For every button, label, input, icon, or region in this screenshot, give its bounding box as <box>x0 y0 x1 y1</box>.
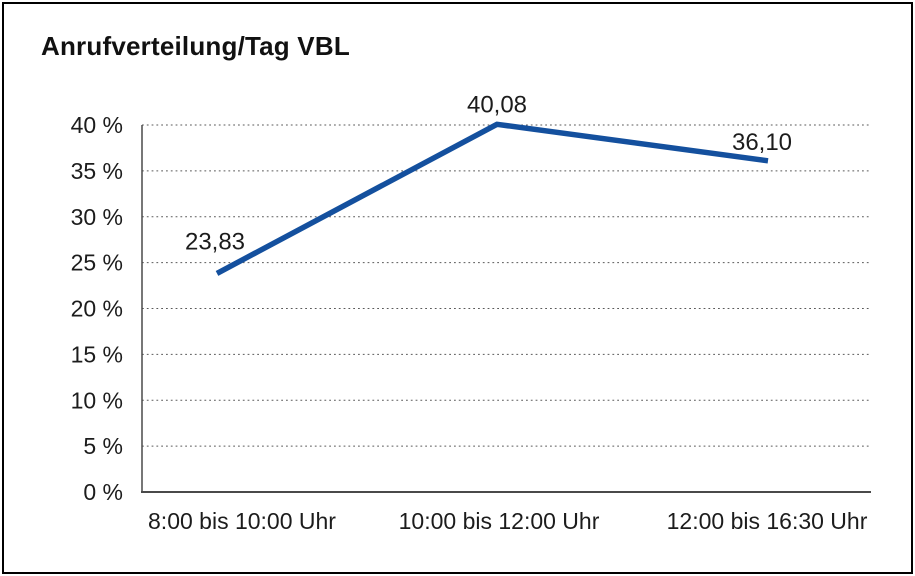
x-axis-category-label: 12:00 bis 16:30 Uhr <box>667 508 868 534</box>
y-axis-tick-label: 15 % <box>71 341 123 367</box>
x-axis-category-label: 10:00 bis 12:00 Uhr <box>399 508 600 534</box>
y-axis-tick-label: 30 % <box>71 204 123 230</box>
data-point-label: 23,83 <box>185 228 245 255</box>
y-axis-tick-label: 40 % <box>71 112 123 138</box>
data-series-line <box>215 121 769 276</box>
data-point-label: 36,10 <box>732 129 792 156</box>
y-axis-tick-label: 10 % <box>71 387 123 413</box>
x-axis-category-label: 8:00 bis 10:00 Uhr <box>148 508 336 534</box>
y-axis-tick-label: 35 % <box>71 158 123 184</box>
y-axis-tick-label: 20 % <box>71 296 123 322</box>
y-axis-tick-label: 5 % <box>83 433 123 459</box>
y-axis-tick-label: 25 % <box>71 250 123 276</box>
y-axis-tick-label: 0 % <box>83 479 123 505</box>
chart-title: Anrufverteilung/Tag VBL <box>41 31 350 61</box>
data-point-label: 40,08 <box>467 91 527 118</box>
